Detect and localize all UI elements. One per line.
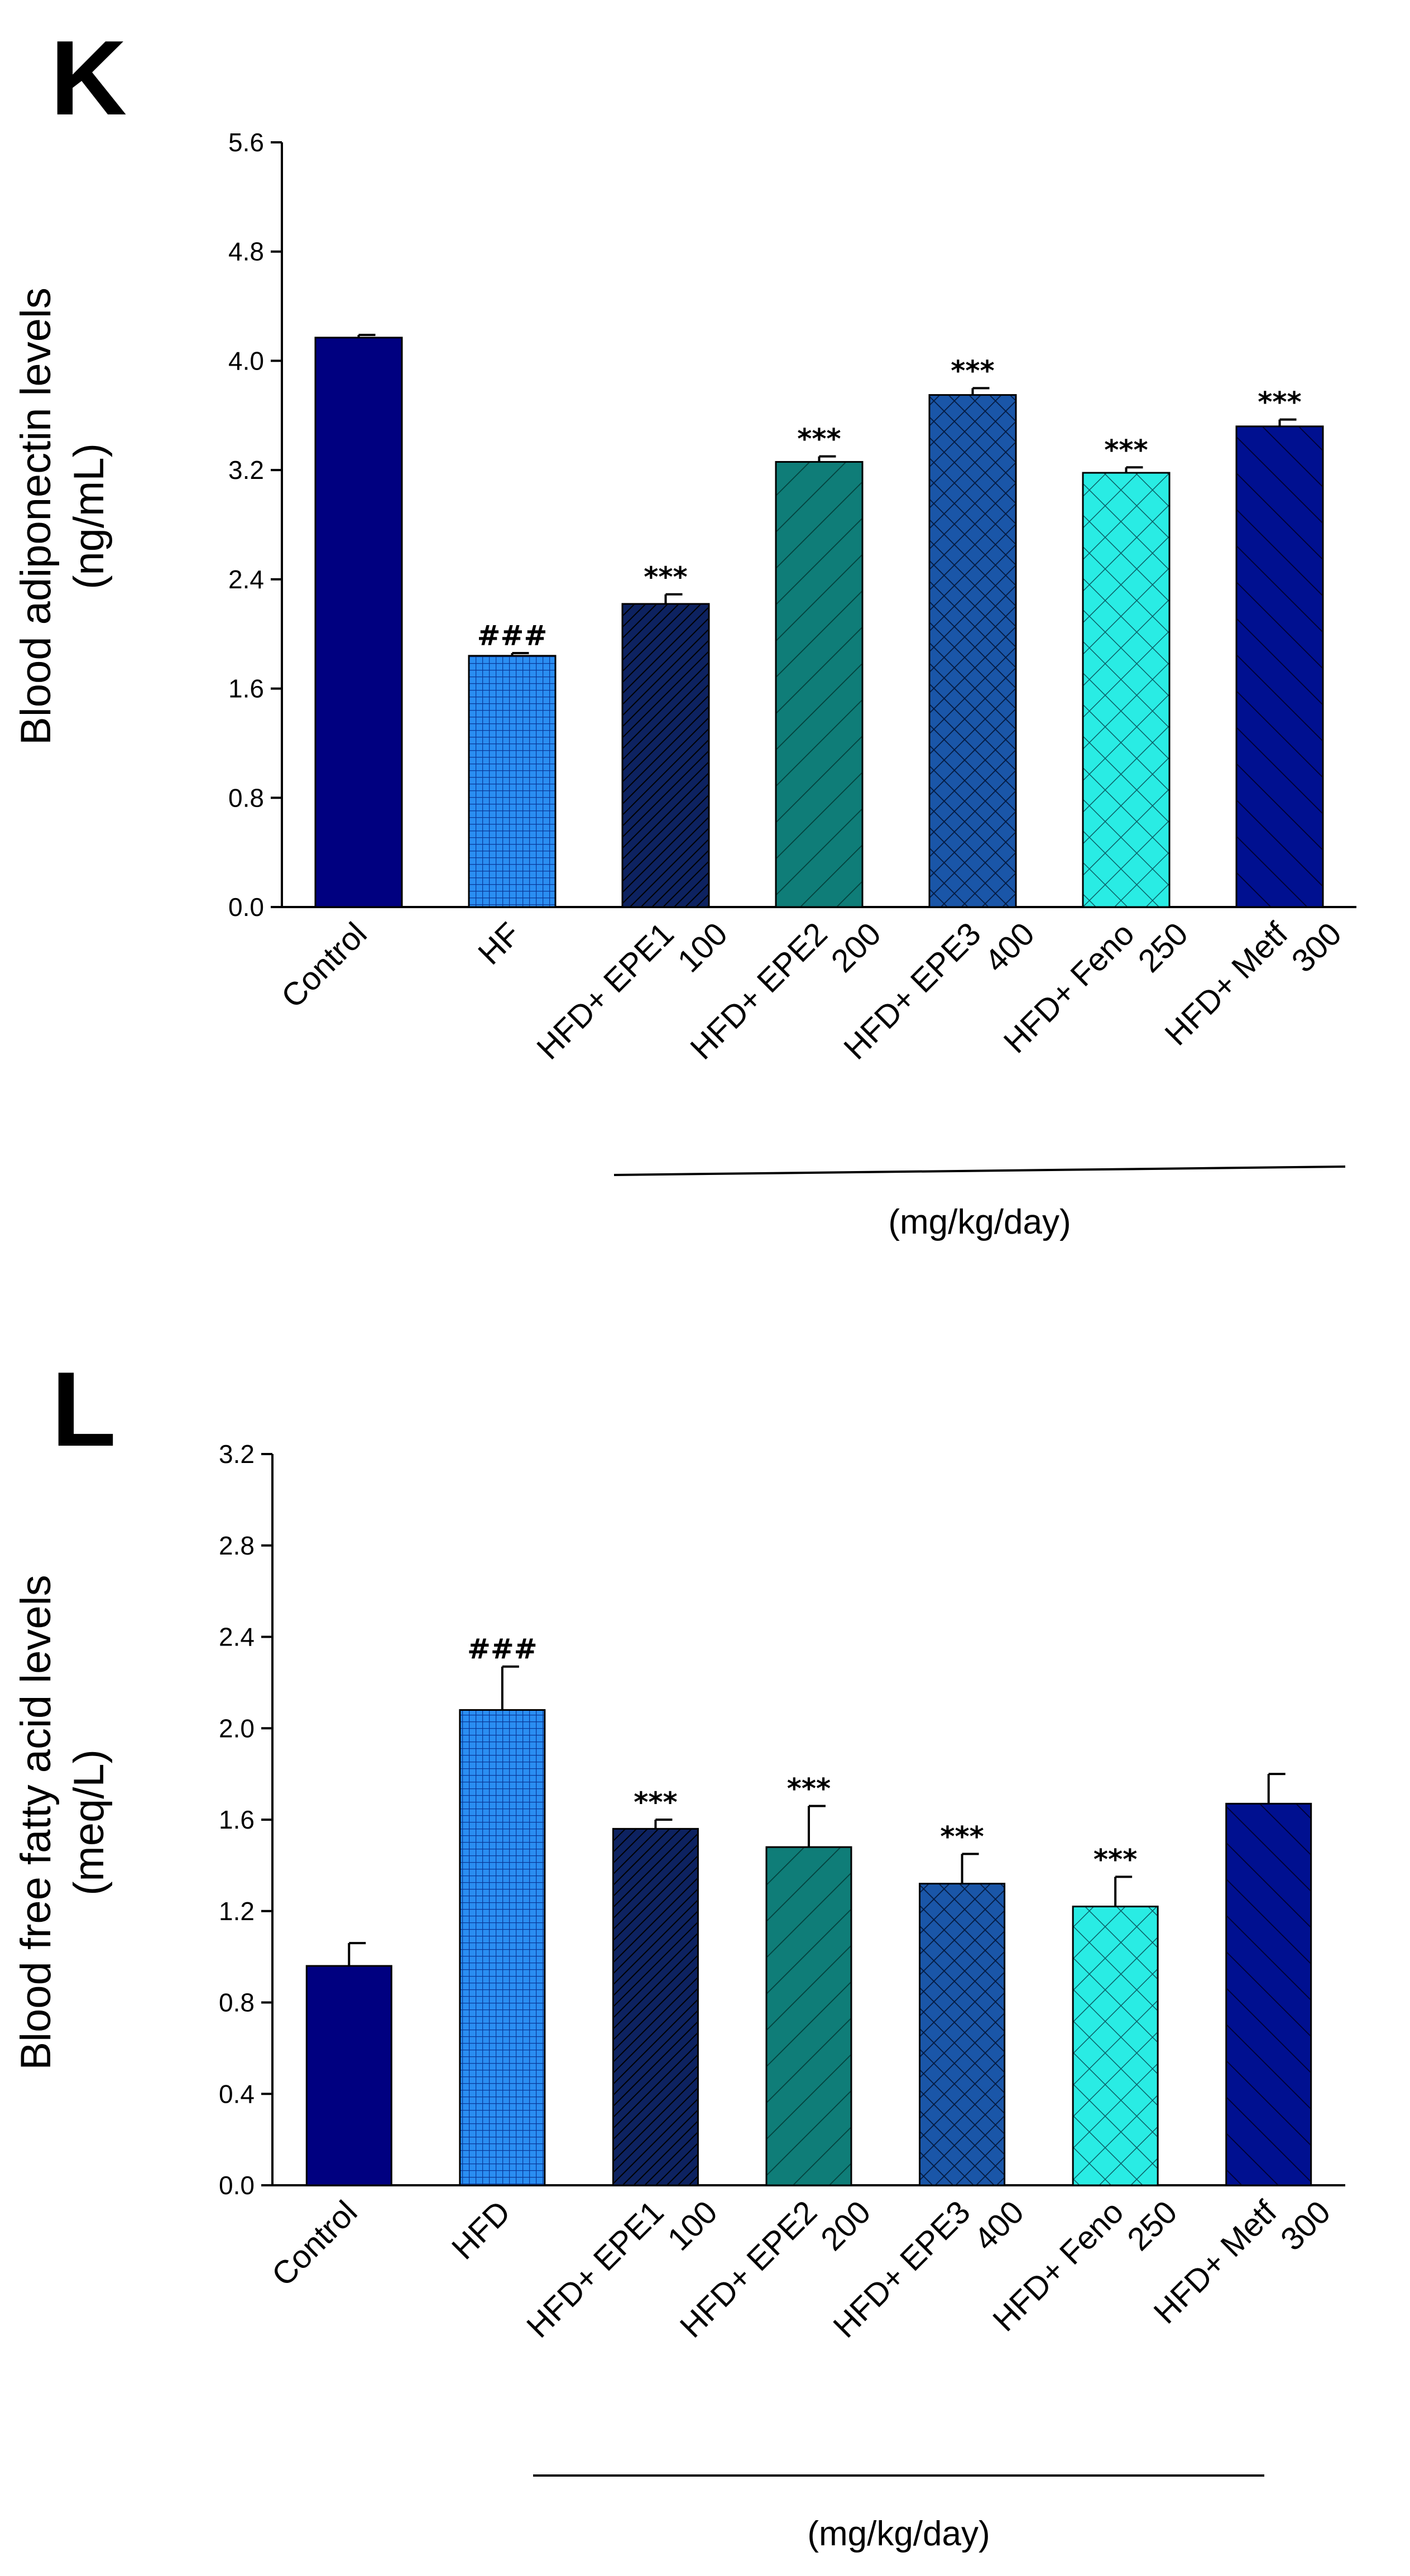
x-tick-label: HFD+ EPE2200 <box>683 889 888 1093</box>
significance-label: *** <box>1258 386 1301 419</box>
x-tick-label-line: 300 <box>1284 915 1348 979</box>
panel-letter: L <box>51 1350 116 1469</box>
x-tick-label: Control <box>265 2194 364 2293</box>
bar <box>1082 472 1171 908</box>
bar <box>314 337 403 908</box>
bar <box>459 1709 546 2186</box>
bar <box>928 394 1017 908</box>
bar <box>765 1846 852 2186</box>
panel-k: K Blood adiponectin levels (ng/mL) 0.00.… <box>12 19 1356 1241</box>
x-tick-label: HFD+ EPE2200 <box>673 2167 878 2372</box>
y-tick-label: 1.6 <box>219 1805 255 1834</box>
significance-label: ### <box>477 620 548 652</box>
y-tick-label: 1.6 <box>228 674 264 703</box>
x-tick-label-line: 100 <box>670 915 734 979</box>
significance-label: *** <box>787 1772 831 1805</box>
x-tick-label: HFD+ EPE1100 <box>530 889 735 1093</box>
x-axis-title: (mg/kg/day) <box>807 2515 990 2553</box>
x-tick-label: HFD+ EPE3400 <box>837 889 1042 1093</box>
bar <box>621 603 710 908</box>
y-tick-label: 0.4 <box>219 2079 255 2108</box>
y-tick-label: 4.8 <box>228 237 264 266</box>
x-tick-label: HFD+ EPE1100 <box>520 2167 725 2372</box>
y-tick-label: 0.8 <box>219 1988 255 2017</box>
y-tick-label: 0.0 <box>228 893 264 922</box>
bar <box>468 655 557 908</box>
y-tick-label: 2.0 <box>219 1714 255 1743</box>
x-tick-label-line: HF <box>471 915 527 972</box>
y-tick-label: 1.2 <box>219 1897 255 1926</box>
bar-series: ### *** *** *** *** *** <box>314 333 1324 908</box>
bar <box>775 460 864 908</box>
x-axis-title: (mg/kg/day) <box>888 1203 1071 1241</box>
x-tick-label-line: HFD+ EPE1 <box>530 915 680 1066</box>
y-axis: 0.0 0.4 0.8 1.2 1.6 2.0 2.4 2.8 3.2 <box>219 1440 1345 2200</box>
significance-label: *** <box>634 1786 677 1819</box>
y-axis-title-unit: (ng/mL) <box>65 443 113 589</box>
dose-bracket-line <box>613 1165 1346 1176</box>
bar-series: ### *** *** *** *** <box>305 1633 1312 2186</box>
y-axis-title-unit: (meq/L) <box>65 1749 113 1896</box>
y-axis-title: Blood free fatty acid levels <box>12 1575 60 2070</box>
x-tick-label: HFD+ Metf300 <box>1158 889 1349 1080</box>
y-tick-label: 0.0 <box>219 2171 255 2200</box>
y-tick-label: 2.8 <box>219 1531 255 1560</box>
significance-label: *** <box>797 423 841 455</box>
panel-l: L Blood free fatty acid levels (meq/L) 0… <box>12 1350 1345 2553</box>
y-axis: 0.0 0.8 1.6 2.4 3.2 4.0 4.8 5.6 <box>228 128 1356 922</box>
y-tick-label: 3.2 <box>228 455 264 485</box>
x-tick-label-line: HFD+ EPE1 <box>520 2194 670 2344</box>
x-tick-label-line: Control <box>265 2194 364 2293</box>
y-axis-title: Blood adiponectin levels <box>12 287 60 745</box>
bar <box>1072 1906 1159 2186</box>
x-tick-label-line: Control <box>275 915 374 1015</box>
x-tick-label-line: HFD <box>445 2194 517 2266</box>
x-tick-label-line: 400 <box>977 915 1041 979</box>
x-tick-label-line: 100 <box>660 2194 724 2257</box>
x-tick-label-line: 200 <box>824 915 888 979</box>
significance-label: *** <box>1104 434 1148 466</box>
x-tick-label: HFD+ EPE3400 <box>826 2167 1031 2372</box>
y-tick-label: 5.6 <box>228 128 264 157</box>
y-tick-label: 4.0 <box>228 346 264 375</box>
bar <box>1225 1802 1312 2186</box>
y-tick-label: 2.4 <box>219 1623 255 1652</box>
bar <box>305 1965 392 2186</box>
x-tick-label-line: 300 <box>1274 2194 1337 2257</box>
significance-label: *** <box>951 354 994 387</box>
significance-label: *** <box>644 561 687 593</box>
bar <box>919 1883 1006 2186</box>
x-tick-label: HF <box>471 915 527 972</box>
x-tick-label-line: 400 <box>967 2194 1031 2257</box>
panel-letter: K <box>50 19 127 137</box>
x-tick-label-line: 250 <box>1131 915 1195 979</box>
x-tick-label-line: 200 <box>814 2194 877 2257</box>
x-tick-label: HFD+ Feno250 <box>997 889 1195 1087</box>
x-tick-label: HFD <box>445 2194 517 2266</box>
x-tick-label: Control <box>275 915 374 1015</box>
x-tick-label: HFD+ Metf300 <box>1147 2167 1338 2358</box>
x-tick-label-line: 250 <box>1120 2194 1184 2257</box>
y-tick-label: 0.8 <box>228 783 264 812</box>
bar <box>612 1827 699 2186</box>
y-tick-label: 3.2 <box>219 1440 255 1469</box>
significance-label: *** <box>940 1820 984 1853</box>
significance-label: ### <box>467 1633 538 1666</box>
x-tick-label: HFD+ Feno250 <box>986 2167 1184 2365</box>
y-tick-label: 2.4 <box>228 565 264 594</box>
significance-label: *** <box>1094 1843 1137 1875</box>
bar <box>1235 425 1324 908</box>
